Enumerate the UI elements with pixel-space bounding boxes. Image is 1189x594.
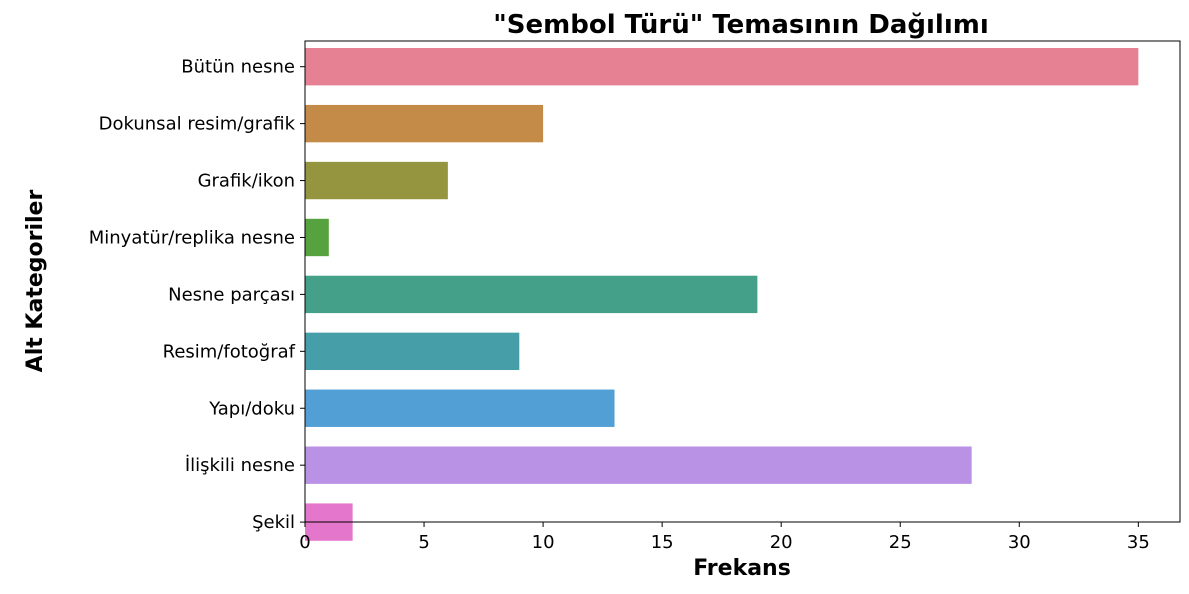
x-tick-label: 15 <box>651 532 674 553</box>
bar <box>305 275 758 314</box>
y-tick-label: Şekil <box>252 512 295 533</box>
bar <box>305 332 520 371</box>
x-tick-label: 10 <box>532 532 555 553</box>
x-tick-label: 30 <box>1008 532 1031 553</box>
chart-title: "Sembol Türü" Temasının Dağılımı <box>493 10 989 40</box>
plot-frame <box>304 40 1181 523</box>
bar <box>305 446 972 484</box>
y-tick-label: İlişkili nesne <box>185 455 295 476</box>
y-tick-label: Yapı/doku <box>208 398 295 419</box>
y-tick-label: Nesne parçası <box>168 284 295 305</box>
y-tick-label: Resim/fotoğraf <box>163 341 296 362</box>
y-axis-label: Alt Kategoriler <box>23 190 48 373</box>
bars-layer <box>305 48 1139 541</box>
y-tick-label: Dokunsal resim/grafik <box>99 114 296 135</box>
bar <box>305 104 544 143</box>
x-tick-label: 25 <box>889 532 912 553</box>
bar <box>305 161 448 200</box>
bar <box>305 218 329 257</box>
bar <box>305 48 1139 86</box>
bar <box>305 389 615 427</box>
y-tick-label: Minyatür/replika nesne <box>89 227 295 248</box>
x-axis: 0 5 10 15 20 25 30 35 <box>299 522 1150 553</box>
y-axis: Bütün nesne Dokunsal resim/grafik Grafik/i… <box>89 57 305 533</box>
x-tick-label: 5 <box>418 532 429 553</box>
y-tick-label: Grafik/ikon <box>198 171 295 192</box>
y-tick-label: Bütün nesne <box>181 57 295 78</box>
x-tick-label: 35 <box>1127 532 1150 553</box>
x-tick-label: 20 <box>770 532 793 553</box>
x-tick-label: 0 <box>299 532 310 553</box>
x-axis-label: Frekans <box>693 556 791 581</box>
